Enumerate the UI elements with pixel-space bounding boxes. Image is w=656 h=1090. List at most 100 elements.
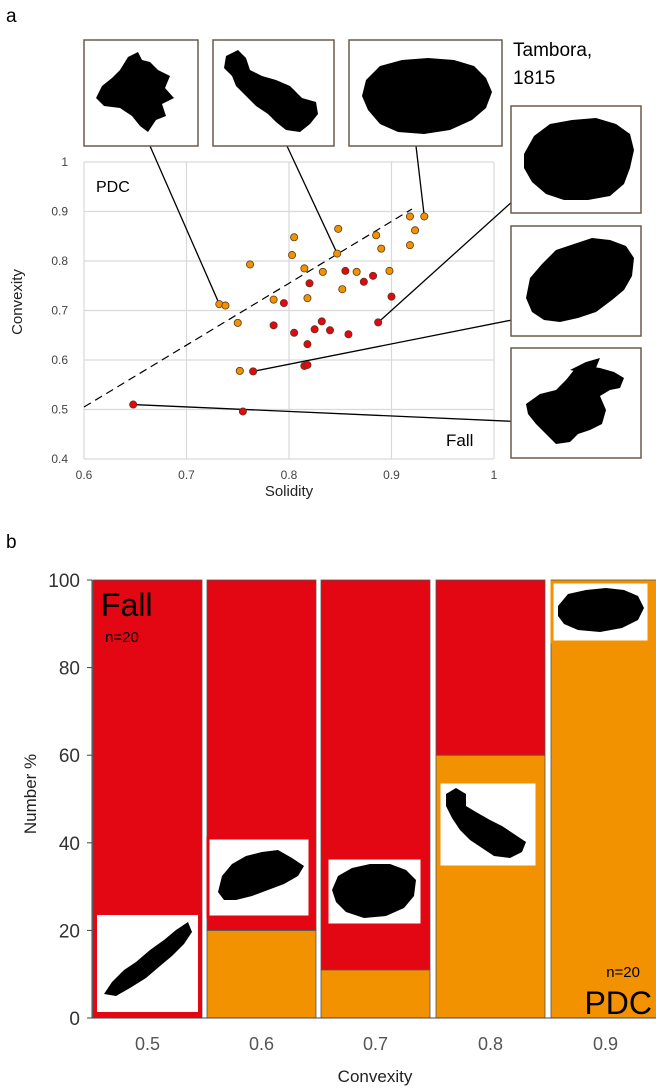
pdc-point — [290, 233, 299, 242]
y-tick-label: 0.4 — [51, 452, 68, 466]
y-tick-label: 0.7 — [51, 304, 68, 318]
y-tick-label: 1 — [61, 155, 68, 169]
panel-a-divider-line — [83, 208, 413, 408]
x-tick-label: 0.8 — [478, 1034, 503, 1054]
panel-a-grid — [83, 161, 495, 460]
shape-silhouette — [332, 864, 416, 918]
x-tick-label: 0.7 — [363, 1034, 388, 1054]
bar-pdc-0.9 — [550, 579, 656, 1019]
panel-b-tick-labels: 0 20 40 60 80 100 0.5 0.6 0.7 0.8 0.9 — [48, 571, 618, 1054]
leader-line — [252, 317, 523, 373]
thumbnail-top-3 — [348, 39, 503, 147]
fall-point — [325, 326, 334, 335]
divider-dashed-line — [83, 208, 413, 408]
thumbnail-top-2 — [212, 39, 335, 147]
bar-fall-0.8 — [435, 579, 546, 756]
pdc-point — [405, 241, 414, 250]
panel-a-y-axis-label: Convexity — [9, 269, 26, 335]
fall-point — [129, 400, 138, 409]
panel-b-y-axis-label: Number % — [21, 754, 40, 834]
pdc-point — [352, 267, 361, 276]
x-tick-label: 0.9 — [593, 1034, 618, 1054]
leader-line — [286, 145, 338, 254]
thumbnail-right-1 — [510, 105, 642, 214]
leader-line — [149, 145, 220, 305]
thumbnail-right-2 — [510, 225, 642, 337]
panel-a-fall-label: Fall — [446, 431, 473, 450]
y-tick-label: 0.5 — [51, 403, 68, 417]
fall-point — [317, 317, 326, 326]
bar-thumbnail-0.5 — [93, 911, 202, 1016]
shape-silhouette — [224, 50, 318, 132]
pdc-point — [334, 224, 343, 233]
fall-point — [249, 367, 258, 376]
bar-pdc-0.6 — [206, 930, 317, 1019]
pdc-point — [235, 366, 244, 375]
fall-point — [387, 292, 396, 301]
leader-line — [377, 181, 535, 323]
fall-point — [269, 321, 278, 330]
fall-point — [238, 407, 247, 416]
fall-point — [305, 279, 314, 288]
pdc-point — [300, 264, 309, 273]
thumbnail-right-3 — [510, 347, 642, 459]
y-tick-label: 0.9 — [51, 205, 68, 219]
thumbnail-top-1 — [83, 39, 199, 147]
shape-silhouette — [526, 238, 634, 322]
y-tick-label: 40 — [59, 834, 80, 855]
panel-b-pdc-label: PDC — [584, 985, 652, 1021]
panel-b-label: b — [6, 532, 17, 553]
y-tick-label: 60 — [59, 746, 80, 767]
x-tick-label: 0.5 — [135, 1034, 160, 1054]
shape-silhouette — [446, 788, 526, 858]
fall-point — [303, 340, 312, 349]
panel-a-leader-lines — [133, 145, 535, 423]
fall-point — [374, 318, 383, 327]
fall-point — [344, 330, 353, 339]
shape-silhouette — [558, 588, 644, 632]
y-tick-label: 80 — [59, 659, 80, 680]
panel-b-fall-n: n=20 — [105, 629, 139, 646]
fall-point — [369, 271, 378, 280]
shape-silhouette — [362, 58, 492, 134]
pdc-point — [269, 295, 278, 304]
fall-point — [279, 299, 288, 308]
panel-a-label: a — [6, 6, 17, 27]
pdc-point — [405, 212, 414, 221]
x-tick-label: 0.8 — [281, 468, 298, 482]
shape-silhouette — [218, 850, 304, 900]
tambora-label-line2: 1815 — [513, 68, 555, 89]
panel-a-x-axis-label: Solidity — [265, 483, 314, 500]
pdc-point — [221, 301, 230, 310]
fall-point — [359, 277, 368, 286]
panel-b-x-axis-label: Convexity — [338, 1067, 413, 1086]
pdc-point — [411, 226, 420, 235]
panel-b-axes — [87, 579, 656, 1019]
x-tick-label: 1 — [491, 468, 498, 482]
y-tick-label: 0.6 — [51, 353, 68, 367]
bar-thumbnail-0.7 — [325, 856, 424, 927]
tambora-label-line1: Tambora, — [513, 40, 592, 61]
pdc-point — [333, 249, 342, 258]
pdc-point — [288, 251, 297, 260]
y-tick-label: 0.8 — [51, 254, 68, 268]
fall-point — [303, 360, 312, 369]
x-tick-label: 0.6 — [76, 468, 93, 482]
panel-a-points — [129, 212, 429, 416]
pdc-point — [377, 244, 386, 253]
panel-b-pdc-n: n=20 — [606, 964, 640, 981]
fall-point — [290, 328, 299, 337]
leader-line — [415, 145, 425, 217]
y-tick-label: 20 — [59, 921, 80, 942]
y-tick-label: 100 — [48, 571, 80, 592]
shape-silhouette — [524, 118, 634, 200]
bar-thumbnail-0.8 — [437, 780, 539, 869]
pdc-point — [233, 318, 242, 327]
bar-pdc-0.7 — [320, 969, 431, 1019]
y-tick-label: 0 — [69, 1009, 80, 1030]
panel-a-pdc-label: PDC — [96, 179, 130, 196]
tambora-label: Tambora, 1815 — [513, 40, 597, 89]
shape-silhouette — [96, 52, 174, 132]
pdc-point — [372, 231, 381, 240]
